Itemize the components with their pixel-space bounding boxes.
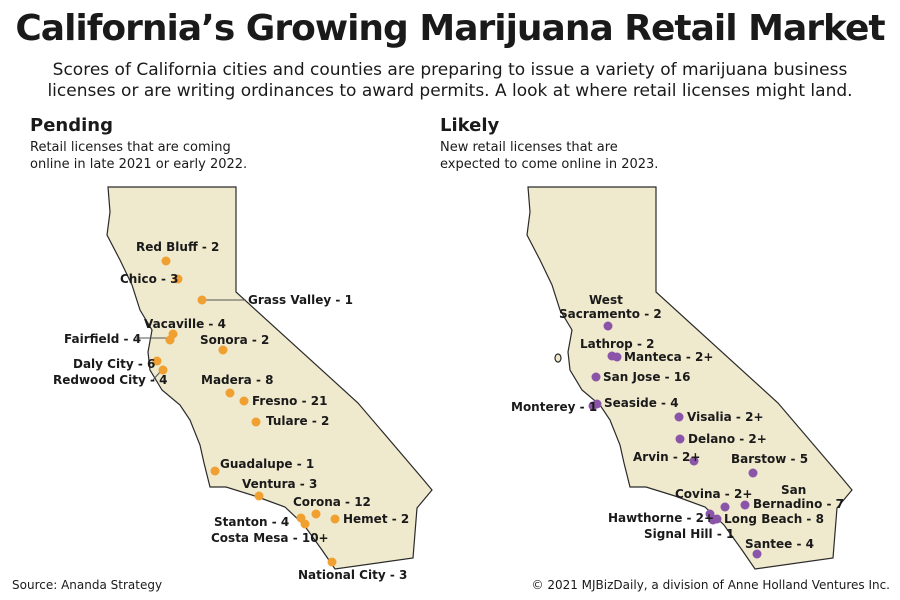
- label-red-bluff: Red Bluff - 2: [136, 240, 219, 254]
- label-chico: Chico - 3: [120, 272, 179, 286]
- label-sonora: Sonora - 2: [200, 333, 269, 347]
- label-west: West: [589, 293, 623, 307]
- island-shape: [554, 353, 562, 363]
- label-stanton: Stanton - 4: [214, 515, 289, 529]
- pending-labels: Red Bluff - 2 Chico - 3 Grass Valley - 1…: [53, 240, 409, 582]
- copyright-note: © 2021 MJBizDaily, a division of Anne Ho…: [531, 578, 891, 592]
- label-redwood-city: Redwood City - 4: [53, 373, 167, 387]
- source-note: Source: Ananda Strategy: [12, 578, 163, 592]
- marker-barstow: [748, 468, 758, 478]
- label-signal-hill: Signal Hill - 1: [644, 527, 734, 541]
- marker-guadalupe: [210, 466, 220, 476]
- marker-red-bluff: [161, 256, 171, 266]
- marker-national-city: [327, 557, 337, 567]
- marker-chico: [173, 274, 183, 284]
- marker-covina: [720, 502, 730, 512]
- label-vacaville: Vacaville - 4: [144, 317, 226, 331]
- marker-arvin: [689, 456, 699, 466]
- label-madera: Madera - 8: [201, 373, 273, 387]
- marker-madera: [225, 388, 235, 398]
- pending-description: Retail licenses that are coming online i…: [30, 140, 248, 172]
- label-grass-valley: Grass Valley - 1: [248, 293, 353, 307]
- marker-fresno: [239, 396, 249, 406]
- marker-ventura: [254, 491, 264, 501]
- marker-delano: [675, 434, 685, 444]
- label-guadalupe: Guadalupe - 1: [220, 457, 314, 471]
- redwood-city-leader: [152, 371, 161, 381]
- pending-heading: Pending: [30, 115, 113, 136]
- likely-labels: West Sacramento - 2 Lathrop - 2 Manteca …: [511, 293, 844, 551]
- label-arvin: Arvin - 2+: [633, 450, 700, 464]
- label-hawthorne: Hawthorne - 2+: [608, 511, 714, 525]
- marker-costa-mesa: [300, 519, 310, 529]
- label-covina: Covina - 2+: [675, 487, 752, 501]
- marker-hemet: [330, 514, 340, 524]
- label-delano: Delano - 2+: [688, 432, 767, 446]
- label-santee: Santee - 4: [745, 537, 814, 551]
- marker-corona: [311, 509, 321, 519]
- label-fairfield: Fairfield - 4: [64, 332, 141, 346]
- label-lathrop: Lathrop - 2: [580, 337, 654, 351]
- label-corona: Corona - 12: [293, 495, 371, 509]
- marker-tulare: [251, 417, 261, 427]
- marker-manteca: [612, 352, 622, 362]
- label-seaside: Seaside - 4: [604, 396, 679, 410]
- label-hemet: Hemet - 2: [343, 512, 409, 526]
- likely-heading: Likely: [440, 115, 500, 136]
- pending-markers: [152, 256, 340, 567]
- label-ventura: Ventura - 3: [242, 477, 317, 491]
- label-national-city: National City - 3: [298, 568, 407, 582]
- marker-daly-city: [152, 356, 162, 366]
- label-visalia: Visalia - 2+: [687, 410, 764, 424]
- marker-grass-valley: [197, 295, 207, 305]
- marker-fairfield: [165, 335, 175, 345]
- marker-signal-hill: [708, 515, 718, 525]
- label-sacramento: Sacramento - 2: [559, 307, 662, 321]
- label-fresno: Fresno - 21: [252, 394, 327, 408]
- label-costa-mesa: Costa Mesa - 10+: [211, 531, 329, 545]
- marker-redwood-city: [158, 365, 168, 375]
- marker-sonora: [218, 345, 228, 355]
- page-title: California’s Growing Marijuana Retail Ma…: [15, 8, 885, 49]
- marker-visalia: [674, 412, 684, 422]
- label-barstow: Barstow - 5: [731, 452, 808, 466]
- likely-description: New retail licenses that are expected to…: [440, 140, 659, 172]
- label-bernadino: Bernadino - 7: [753, 497, 844, 511]
- marker-san-jose: [591, 372, 601, 382]
- label-san: San: [781, 483, 806, 497]
- pending-california-outline: [106, 186, 433, 570]
- marker-west-sacramento: [603, 321, 613, 331]
- label-monterey: Monterey - 1: [511, 400, 597, 414]
- label-san-jose: San Jose - 16: [603, 370, 691, 384]
- label-manteca: Manteca - 2+: [624, 350, 713, 364]
- marker-seaside: [592, 399, 602, 409]
- label-tulare: Tulare - 2: [266, 414, 329, 428]
- label-daly-city: Daly City - 6: [73, 357, 155, 371]
- label-long-beach: Long Beach - 8: [724, 512, 824, 526]
- page-subtitle: Scores of California cities and counties…: [47, 60, 853, 101]
- likely-markers: [588, 321, 762, 559]
- marker-santee: [752, 549, 762, 559]
- likely-california-outline: [526, 186, 853, 570]
- marker-san-bernadino: [740, 500, 750, 510]
